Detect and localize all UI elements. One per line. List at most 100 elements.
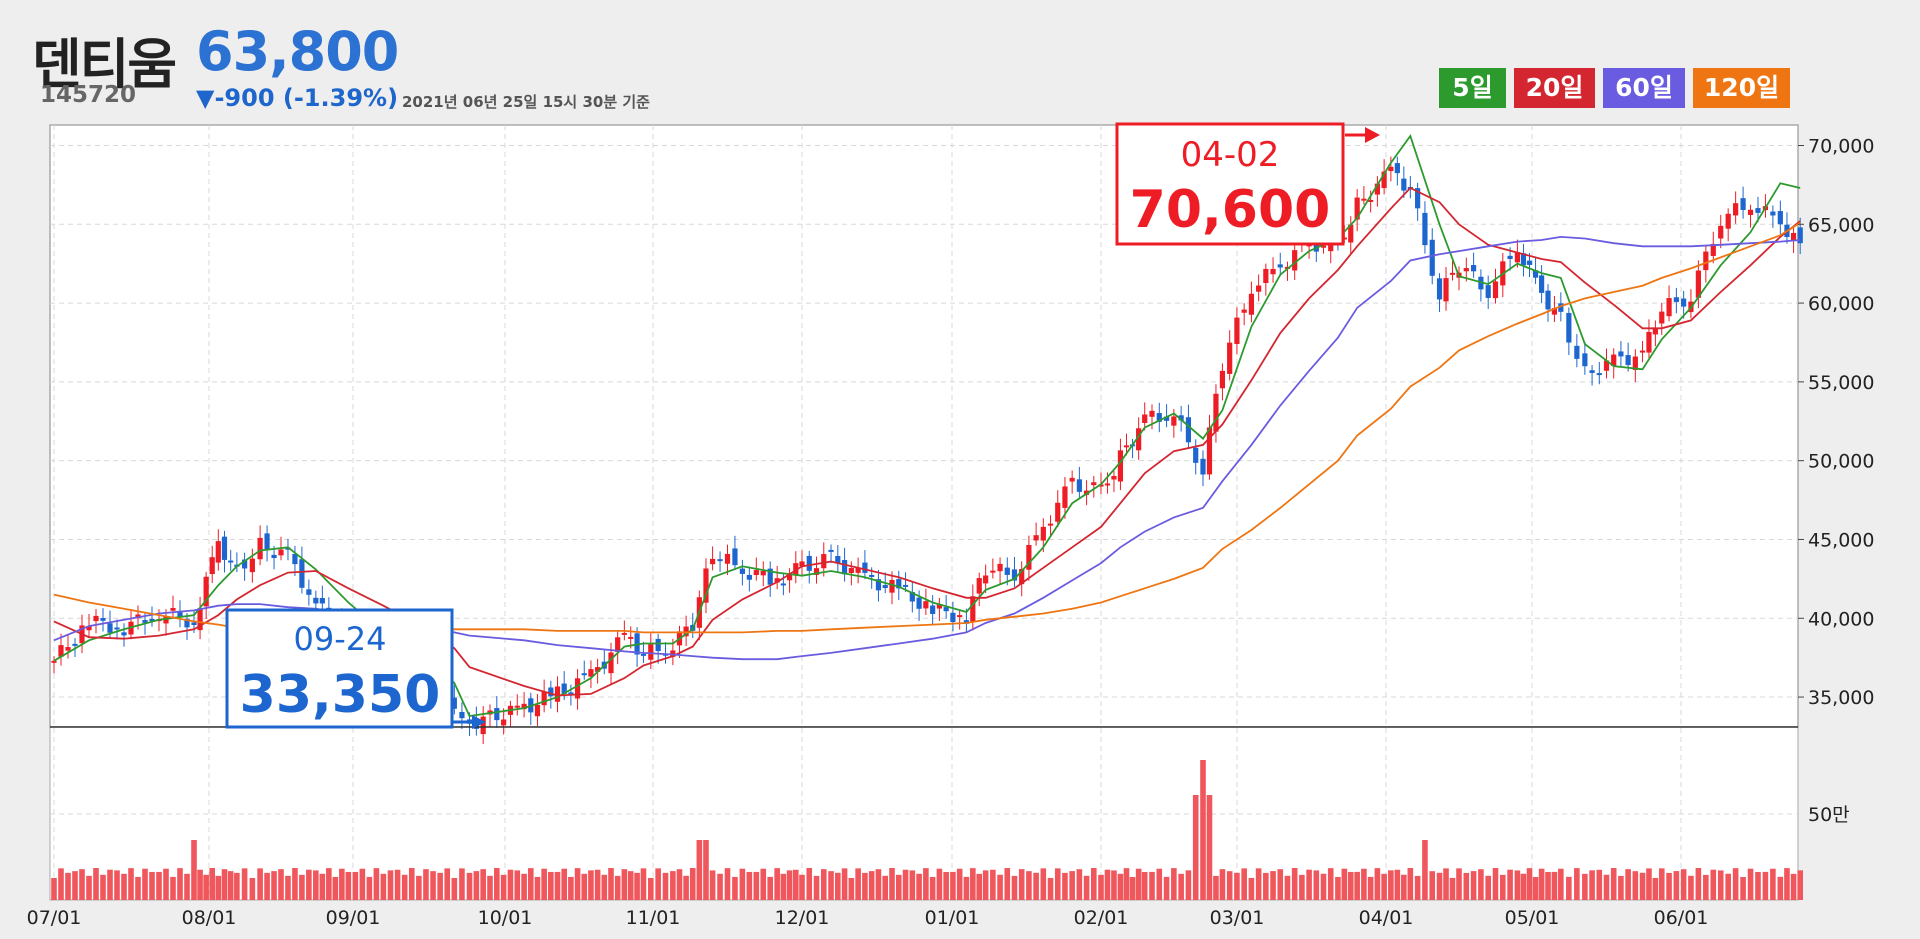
candle-body — [299, 559, 305, 588]
candle-body — [541, 691, 547, 706]
volume-bar — [257, 868, 263, 900]
volume-bar — [760, 868, 767, 900]
candle-body — [1292, 250, 1298, 271]
volume-bar — [366, 876, 373, 900]
volume-bar — [739, 868, 746, 900]
volume-bar — [767, 876, 774, 900]
y-tick-label: 65,000 — [1808, 214, 1874, 236]
volume-bar — [1770, 868, 1776, 900]
candle-body — [813, 568, 820, 575]
volume-bar — [1747, 868, 1754, 900]
candle-body — [1514, 252, 1520, 263]
volume-bar — [380, 873, 387, 900]
candle-body — [1703, 251, 1709, 271]
candle-body — [1449, 272, 1456, 275]
candle-body — [72, 643, 78, 646]
candle-body — [970, 596, 976, 623]
x-tick-label: 01/01 — [925, 907, 980, 929]
volume-bar — [1610, 868, 1617, 900]
volume-bar — [394, 869, 401, 900]
volume-bar — [848, 877, 855, 900]
candle-body — [1374, 183, 1380, 195]
candle-body — [1673, 297, 1679, 303]
volume-bar — [487, 875, 493, 900]
volume-bar — [1666, 872, 1672, 900]
candle-body — [1136, 428, 1142, 451]
candle-body — [628, 636, 634, 639]
volume-bar — [416, 875, 422, 900]
volume-bar — [332, 876, 339, 900]
volume-bar — [1422, 840, 1428, 900]
candle-body — [1033, 535, 1039, 541]
volume-bar — [466, 872, 473, 900]
volume-bar — [221, 869, 228, 900]
candle-body — [997, 563, 1003, 572]
volume-bar — [1478, 869, 1484, 900]
volume-bar — [1111, 870, 1117, 900]
candle-body — [574, 678, 581, 699]
candle-body — [1618, 351, 1624, 357]
volume-bar — [1639, 872, 1646, 900]
legend-ma20: 20일 — [1514, 68, 1595, 108]
volume-bar — [306, 869, 312, 900]
volume-bar — [841, 868, 848, 900]
candle-body — [1040, 526, 1046, 541]
volume-bar — [299, 874, 305, 900]
volume-bar — [1206, 795, 1213, 900]
volume-bar — [1004, 868, 1011, 900]
candle-body — [1270, 268, 1276, 275]
volume-bar — [1141, 871, 1148, 900]
candle-body — [1320, 245, 1327, 248]
volume-bar — [717, 873, 723, 900]
candle-body — [806, 555, 812, 571]
volume-bar — [494, 868, 500, 900]
y-tick-label: 40,000 — [1808, 608, 1874, 630]
candle-body — [1666, 298, 1672, 317]
candle-body — [1142, 414, 1148, 424]
candle-body — [869, 574, 875, 577]
low-date: 09-24 — [294, 620, 387, 658]
volume-bar — [1797, 870, 1803, 900]
volume-bar — [608, 868, 614, 900]
candle-body — [1062, 486, 1068, 508]
candle-body — [683, 626, 689, 637]
candle-body — [1401, 178, 1407, 191]
volume-bar — [982, 870, 989, 900]
volume-bar — [234, 872, 240, 900]
candle-body — [1718, 225, 1724, 239]
volume-bar — [1234, 872, 1240, 900]
candle-body — [1234, 317, 1240, 344]
volume-bar — [1171, 868, 1177, 900]
volume-bar — [916, 873, 922, 900]
volume-bar — [215, 875, 222, 900]
volume-bar — [227, 871, 234, 900]
volume-bar — [534, 876, 541, 900]
volume-bar — [507, 869, 514, 900]
y-tick-label: 35,000 — [1808, 687, 1874, 709]
volume-bar — [956, 868, 963, 900]
volume-bar — [1098, 874, 1104, 900]
volume-bar — [963, 876, 970, 900]
x-tick-label: 12/01 — [775, 907, 830, 929]
candle-body — [1069, 477, 1075, 482]
candle-body — [271, 554, 277, 559]
volume-bar — [1762, 871, 1769, 900]
volume-bar — [1284, 875, 1291, 900]
y-tick-label: 70,000 — [1808, 135, 1874, 157]
volume-bar — [177, 868, 183, 900]
candle-body — [1368, 199, 1374, 202]
x-tick-label: 05/01 — [1505, 907, 1560, 929]
volume-bar — [1123, 868, 1130, 900]
candle-body — [1091, 482, 1097, 486]
volume-bar — [128, 868, 134, 900]
candle-body — [1149, 410, 1155, 417]
volume-bar — [156, 871, 162, 900]
candle-body — [1256, 285, 1262, 292]
volume-bar — [1652, 877, 1659, 900]
volume-bar — [1558, 868, 1564, 900]
volume-bar — [943, 871, 949, 900]
candle-body — [841, 559, 848, 575]
x-axis: 07/01 08/01 09/01 10/01 11/01 12/01 01/01 02/01… — [27, 907, 1709, 929]
volume-bar — [1574, 868, 1580, 900]
